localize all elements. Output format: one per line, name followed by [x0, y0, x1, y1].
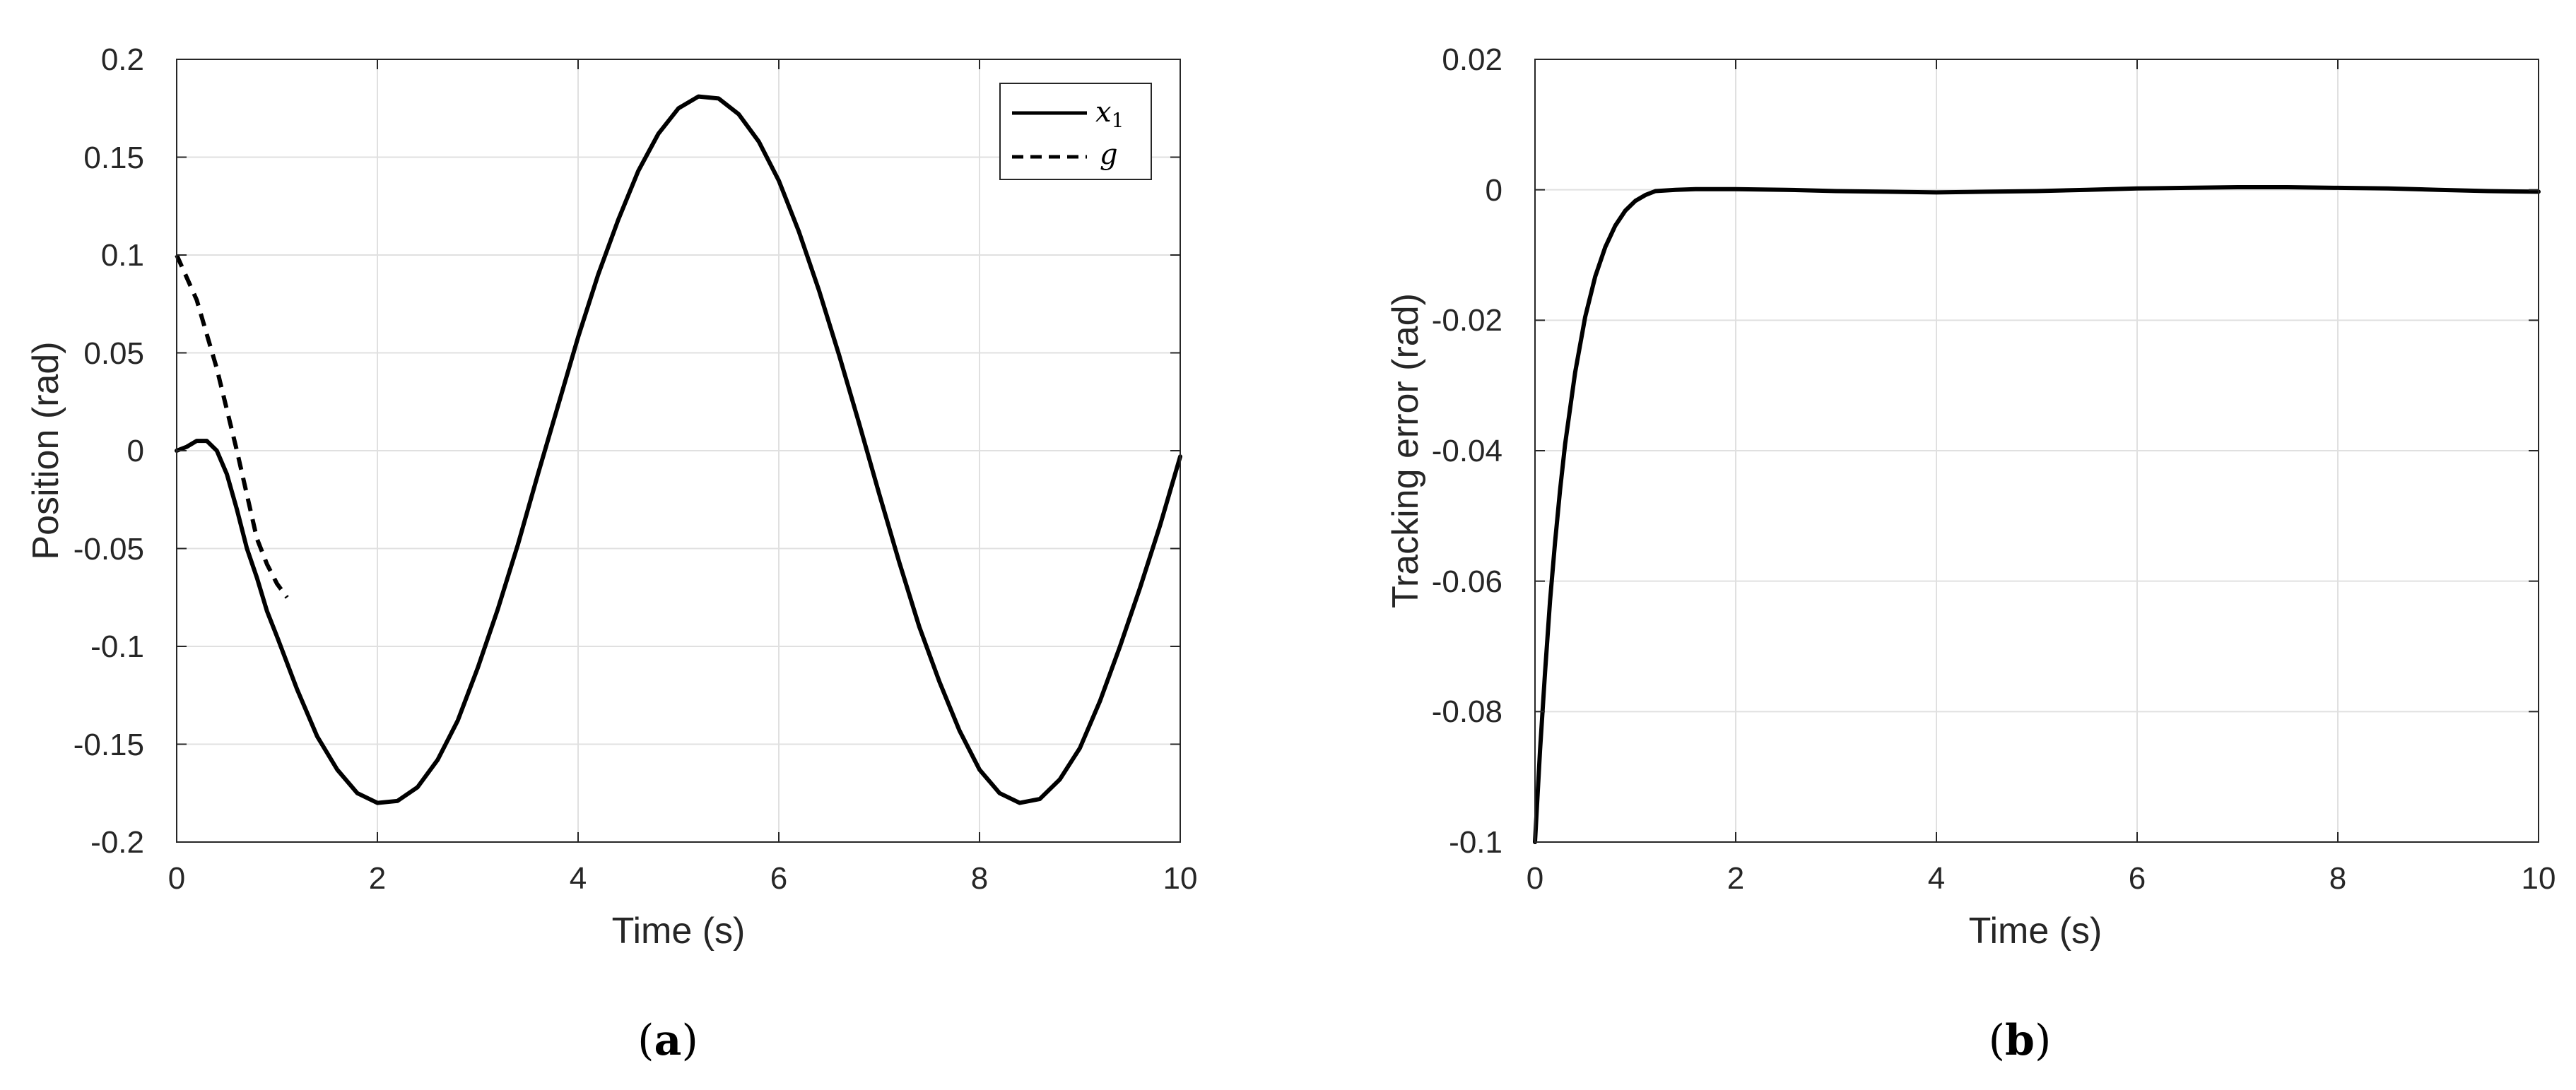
panel-label-close: ) — [2035, 1016, 2051, 1065]
x-tick-label: 6 — [2129, 861, 2146, 896]
chart-a-x-tick-labels: 0 2 4 6 8 10 — [168, 861, 1198, 896]
chart-a: 0.2 0.15 0.1 0.05 0 -0.05 -0.1 -0.15 -0.… — [25, 42, 1197, 1065]
y-tick-label: 0 — [127, 434, 144, 468]
x-tick-label: 6 — [770, 861, 787, 896]
panel-label-letter: b — [2005, 1016, 2035, 1065]
panel-label-close: ) — [681, 1016, 698, 1065]
x-tick-label: 0 — [168, 861, 185, 896]
panel-label-a: (a) — [637, 1016, 698, 1065]
y-tick-label: 0 — [1486, 173, 1502, 208]
chart-a-y-tick-labels: 0.2 0.15 0.1 0.05 0 -0.05 -0.1 -0.15 -0.… — [73, 42, 144, 860]
y-tick-label: 0.05 — [83, 336, 144, 371]
chart-a-ticks — [176, 59, 1181, 843]
series-line-series-0 — [1533, 185, 2541, 844]
chart-b-x-tick-labels: 0 2 4 6 8 10 — [1527, 861, 2556, 896]
chart-b-x-axis-label: Time (s) — [1969, 911, 2102, 952]
chart-b: 0.02 0 -0.02 -0.04 -0.06 -0.08 -0.1 0 2 … — [1385, 42, 2556, 1065]
chart-b-y-axis-label: Tracking error (rad) — [1385, 293, 1426, 608]
y-tick-label: 0.2 — [101, 42, 144, 77]
chart-a-legend: x1 g — [999, 83, 1152, 180]
y-tick-label: 0.1 — [101, 238, 144, 273]
chart-b-y-tick-labels: 0.02 0 -0.02 -0.04 -0.06 -0.08 -0.1 — [1432, 42, 1502, 860]
panel-label-b: (b) — [1989, 1016, 2052, 1065]
legend-series-subscript: 1 — [1112, 109, 1124, 132]
chart-a-y-axis-label: Position (rad) — [25, 341, 66, 559]
series-line-g — [175, 254, 289, 599]
legend-label: x1 — [1095, 96, 1124, 132]
legend-box — [999, 83, 1152, 180]
y-tick-label: -0.05 — [73, 532, 144, 567]
y-tick-label: -0.1 — [90, 629, 144, 664]
y-tick-label: -0.1 — [1449, 825, 1502, 860]
x-tick-label: 0 — [1527, 861, 1543, 896]
legend-series-name: x — [1095, 96, 1112, 129]
chart-b-grid — [1534, 59, 2539, 843]
x-tick-label: 10 — [1163, 861, 1198, 896]
panel-label-letter: a — [654, 1016, 682, 1065]
panel-label-open: ( — [637, 1016, 654, 1065]
chart-a-series — [175, 94, 1182, 805]
y-tick-label: -0.08 — [1432, 694, 1502, 729]
y-tick-label: -0.06 — [1432, 564, 1502, 599]
y-tick-label: -0.15 — [73, 728, 144, 762]
chart-b-series — [1533, 185, 2541, 844]
y-tick-label: -0.04 — [1432, 434, 1502, 468]
y-tick-label: 0.15 — [83, 141, 144, 175]
x-tick-label: 2 — [369, 861, 386, 896]
series-line-x — [175, 94, 1182, 805]
x-tick-label: 10 — [2522, 861, 2556, 896]
x-tick-label: 8 — [971, 861, 988, 896]
y-tick-label: -0.02 — [1432, 303, 1502, 338]
x-tick-label: 8 — [2329, 861, 2346, 896]
x-tick-label: 4 — [570, 861, 587, 896]
chart-a-x-axis-label: Time (s) — [612, 911, 746, 952]
y-tick-label: 0.02 — [1442, 42, 1502, 77]
x-tick-label: 2 — [1727, 861, 1744, 896]
chart-b-ticks — [1534, 59, 2539, 843]
y-tick-label: -0.2 — [90, 825, 144, 860]
panel-label-open: ( — [1989, 1016, 2005, 1065]
x-tick-label: 4 — [1928, 861, 1945, 896]
legend-label: g — [1100, 138, 1118, 171]
